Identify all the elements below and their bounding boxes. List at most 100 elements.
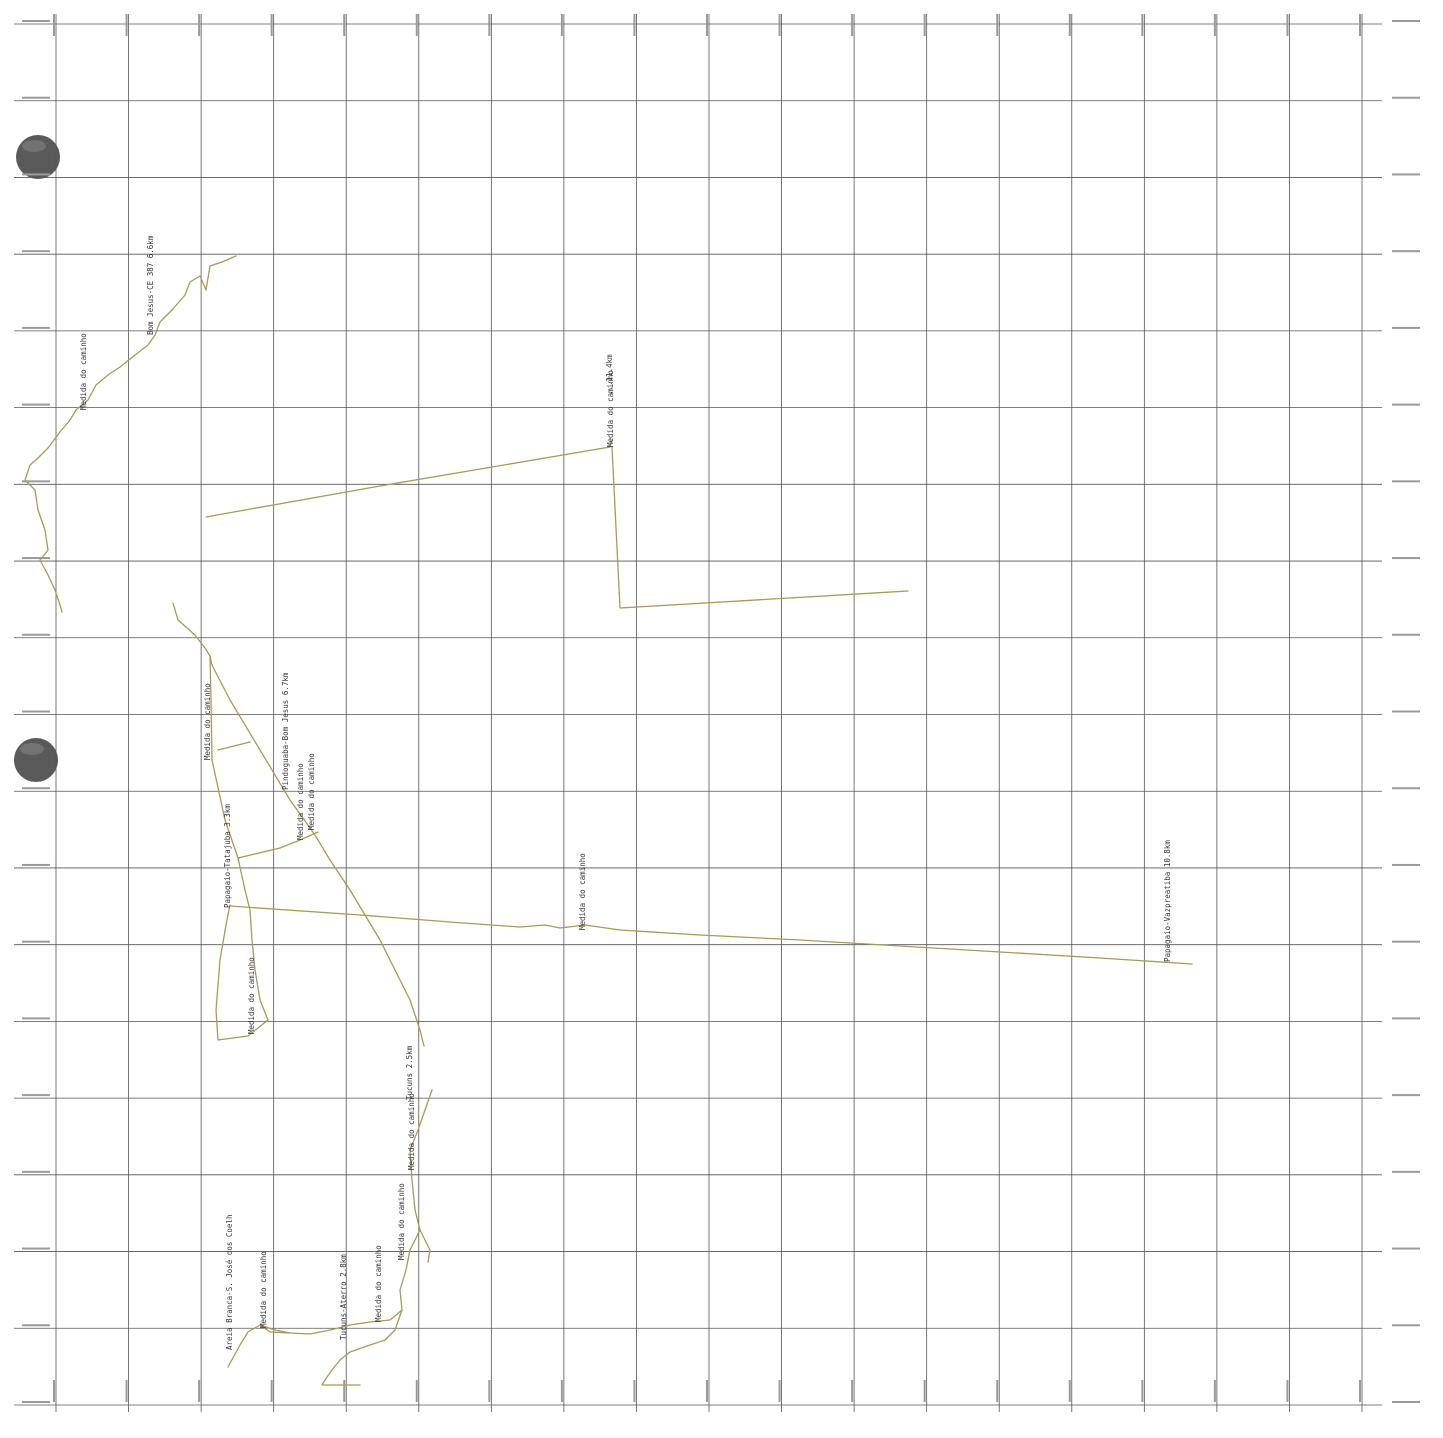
grid-tick-label-right bbox=[1392, 327, 1420, 329]
grid-tick-label-left bbox=[22, 1401, 50, 1403]
branch-left-4[interactable] bbox=[212, 760, 268, 1040]
coordinate-grid bbox=[14, 14, 1382, 1412]
label-top-center-2: Medida do caminho bbox=[606, 370, 615, 447]
grid-tick-label-right bbox=[1392, 1248, 1420, 1250]
top-straight-route[interactable] bbox=[206, 440, 612, 517]
grid-tick-label-left bbox=[22, 557, 50, 559]
grid-tick-label-top bbox=[126, 14, 128, 36]
grid-tick-label-top bbox=[271, 14, 273, 36]
grid-tick-label-left bbox=[22, 327, 50, 329]
grid-tick-label-left bbox=[22, 173, 50, 175]
grid-tick-label-top bbox=[198, 14, 200, 36]
grid-tick-label-left bbox=[22, 1248, 50, 1250]
label-tucuns-aterro: Tucuns-Aterro 2.8km bbox=[339, 1254, 348, 1340]
label-pindoguaba-bom-jesus: Pindoguaba-Bom Jesus 6.7km bbox=[281, 672, 290, 790]
grid-tick-label-left bbox=[22, 634, 50, 636]
label-medida-bottom-4: Medida do caminho bbox=[374, 1245, 383, 1322]
label-areia-branca: Areia Branca-S. José dos Coelh bbox=[225, 1215, 234, 1350]
grid-tick-label-right bbox=[1392, 941, 1420, 943]
branch-left-3[interactable] bbox=[238, 832, 318, 858]
grid-tick-label-bottom bbox=[488, 1380, 490, 1402]
top-right-route[interactable] bbox=[612, 447, 908, 608]
grid-tick-label-bottom bbox=[198, 1380, 200, 1402]
grid-tick-label-top bbox=[1286, 14, 1288, 36]
grid-tick-label-top bbox=[1141, 14, 1143, 36]
label-medida-bottom-3: Medida do caminho bbox=[259, 1251, 268, 1328]
grid-tick-label-right bbox=[1392, 97, 1420, 99]
grid-tick-label-right bbox=[1392, 20, 1420, 22]
grid-tick-label-bottom bbox=[416, 1380, 418, 1402]
grid-tick-label-left bbox=[22, 20, 50, 22]
grid-tick-label-right bbox=[1392, 557, 1420, 559]
grid-tick-label-left bbox=[22, 97, 50, 99]
grid-tick-label-top bbox=[343, 14, 345, 36]
grid-tick-label-right bbox=[1392, 711, 1420, 713]
grid-tick-label-left bbox=[22, 1324, 50, 1326]
grid-tick-label-right bbox=[1392, 1324, 1420, 1326]
grid-tick-label-left bbox=[22, 404, 50, 406]
grid-tick-label-right bbox=[1392, 634, 1420, 636]
grid-tick-label-right bbox=[1392, 1017, 1420, 1019]
grid-tick-label-left bbox=[22, 787, 50, 789]
bottom-route-3[interactable] bbox=[322, 1310, 402, 1385]
grid-tick-label-right bbox=[1392, 250, 1420, 252]
papagaio-east-route[interactable] bbox=[230, 906, 1192, 964]
label-medida-bottom-1: Medida do caminho bbox=[397, 1183, 406, 1260]
grid-tick-label-top bbox=[924, 14, 926, 36]
grid-tick-label-top bbox=[1069, 14, 1071, 36]
grid-tick-label-top bbox=[996, 14, 998, 36]
grid-tick-label-top bbox=[1359, 14, 1361, 36]
grid-tick-label-bottom bbox=[1359, 1380, 1361, 1402]
label-papagaio-vazpreatiba: Papagaio-Vazpreatiba 10.8km bbox=[1163, 840, 1172, 962]
grid-tick-label-left bbox=[22, 941, 50, 943]
grid-tick-label-right bbox=[1392, 787, 1420, 789]
label-medida-center: Medida do caminho bbox=[578, 853, 587, 930]
grid-tick-label-bottom bbox=[851, 1380, 853, 1402]
grid-tick-label-bottom bbox=[271, 1380, 273, 1402]
grid-tick-label-top bbox=[706, 14, 708, 36]
grid-tick-label-bottom bbox=[1286, 1380, 1288, 1402]
branch-left-2[interactable] bbox=[218, 742, 250, 750]
label-medida-lower-left: Medida do caminho bbox=[247, 957, 256, 1034]
grid-tick-label-left bbox=[22, 1017, 50, 1019]
grid-tick-label-top bbox=[561, 14, 563, 36]
label-bom-jesus-ce387: Bom Jesus-CE 387 6.6km bbox=[146, 235, 155, 335]
grid-tick-label-bottom bbox=[343, 1380, 345, 1402]
grid-tick-label-right bbox=[1392, 864, 1420, 866]
grid-tick-label-top bbox=[1214, 14, 1216, 36]
bottom-route-2[interactable] bbox=[228, 1230, 420, 1367]
west-coast-route[interactable] bbox=[25, 256, 236, 612]
label-medida-top-left: Medida do caminho bbox=[79, 333, 88, 410]
grid-tick-label-right bbox=[1392, 404, 1420, 406]
grid-tick-label-bottom bbox=[633, 1380, 635, 1402]
grid-tick-label-bottom bbox=[53, 1380, 55, 1402]
grid-tick-label-top bbox=[416, 14, 418, 36]
label-tucuns-25: Tucuns 2.5km bbox=[405, 1045, 414, 1100]
grid-tick-label-left bbox=[22, 711, 50, 713]
grid-tick-label-top bbox=[633, 14, 635, 36]
grid-tick-label-bottom bbox=[126, 1380, 128, 1402]
label-medida-bottom-2: Medida do caminho bbox=[407, 1093, 416, 1170]
label-papagaio-tatajuba: Papagaio-Tatajuba 3.3km bbox=[223, 804, 232, 908]
grid-tick-label-right bbox=[1392, 1094, 1420, 1096]
grid-tick-label-bottom bbox=[924, 1380, 926, 1402]
grid-tick-label-bottom bbox=[561, 1380, 563, 1402]
label-medida-mid-3: Medida do caminho bbox=[307, 753, 316, 830]
grid-tick-label-top bbox=[851, 14, 853, 36]
grid-tick-label-bottom bbox=[1214, 1380, 1216, 1402]
binding-hole-bottom bbox=[14, 738, 58, 782]
grid-tick-label-left bbox=[22, 250, 50, 252]
grid-tick-label-left bbox=[22, 1171, 50, 1173]
grid-tick-label-bottom bbox=[779, 1380, 781, 1402]
grid-tick-label-left bbox=[22, 1094, 50, 1096]
grid-tick-label-right bbox=[1392, 1171, 1420, 1173]
label-medida-mid-left: Medida do caminho bbox=[203, 683, 212, 760]
grid-tick-label-top bbox=[53, 14, 55, 36]
binding-hole-top bbox=[16, 135, 60, 179]
grid-tick-labels bbox=[22, 14, 1420, 1403]
grid-tick-label-bottom bbox=[1141, 1380, 1143, 1402]
grid-tick-label-right bbox=[1392, 173, 1420, 175]
label-medida-mid-2: Medida do caminho bbox=[296, 763, 305, 840]
grid-tick-label-top bbox=[488, 14, 490, 36]
